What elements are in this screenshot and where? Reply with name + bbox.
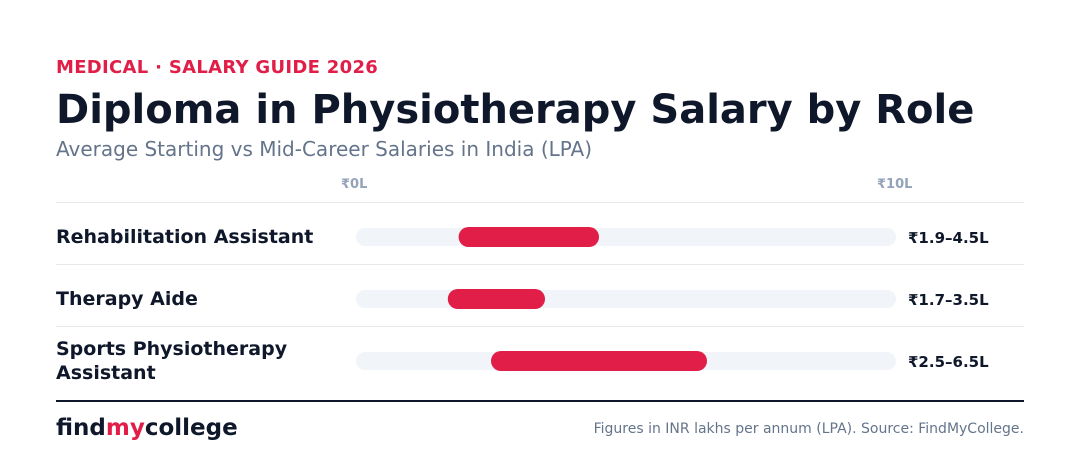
category-label: Rehabilitation Assistant	[56, 226, 314, 248]
salary-chart-card: MEDICAL · SALARY GUIDE 2026 Diploma in P…	[56, 0, 1024, 474]
brand-text-find: find	[56, 415, 106, 441]
category-label: Therapy Aide	[56, 288, 198, 310]
axis-min-label: ₹0L	[341, 177, 368, 192]
range-bar	[458, 227, 599, 247]
brand-text-college: college	[144, 415, 238, 441]
range-track	[356, 228, 896, 246]
range-value-label: ₹1.7–3.5L	[908, 291, 989, 309]
row-divider	[56, 326, 1024, 327]
brand-text-my: my	[105, 415, 145, 441]
footer-divider	[56, 400, 1024, 402]
axis-max-label: ₹10L	[877, 177, 913, 192]
range-bar	[447, 289, 545, 309]
source-note: Figures in INR lakhs per annum (LPA). So…	[593, 421, 1024, 437]
page-subtitle: Average Starting vs Mid-Career Salaries …	[56, 137, 593, 161]
header-divider	[56, 202, 1024, 203]
row-divider	[56, 264, 1024, 265]
range-track	[356, 290, 896, 308]
brand-logo: findmycollege	[56, 415, 238, 441]
range-chart: ₹1.9–4.5L ₹1.7–3.5L ₹2.5–6.5L	[356, 227, 989, 371]
range-value-label: ₹1.9–4.5L	[908, 229, 989, 247]
range-value-label: ₹2.5–6.5L	[908, 353, 989, 371]
page-title: Diploma in Physiotherapy Salary by Role	[56, 87, 975, 133]
category-label: Sports Physiotherapy Assistant	[56, 338, 288, 384]
eyebrow-label: MEDICAL · SALARY GUIDE 2026	[56, 57, 379, 78]
range-bar	[491, 351, 707, 371]
